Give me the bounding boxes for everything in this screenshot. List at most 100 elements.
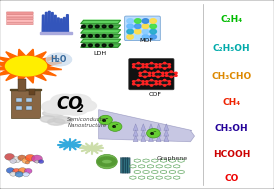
Circle shape [164, 62, 166, 64]
Circle shape [12, 157, 21, 163]
Circle shape [82, 44, 85, 47]
Circle shape [23, 172, 29, 177]
Ellipse shape [62, 94, 91, 108]
Text: CH₃CHO: CH₃CHO [212, 72, 252, 81]
Text: CH₄: CH₄ [222, 98, 241, 107]
Circle shape [13, 168, 20, 174]
Circle shape [152, 75, 155, 76]
Circle shape [168, 81, 170, 82]
Circle shape [99, 115, 112, 125]
Circle shape [5, 153, 15, 160]
Text: Graphene: Graphene [157, 156, 188, 161]
Circle shape [147, 129, 160, 138]
Circle shape [113, 160, 116, 163]
Circle shape [102, 35, 106, 37]
Circle shape [175, 75, 177, 76]
Circle shape [109, 35, 113, 37]
Polygon shape [147, 63, 156, 68]
Circle shape [127, 29, 133, 34]
Circle shape [18, 168, 27, 173]
Circle shape [22, 158, 30, 163]
Polygon shape [26, 75, 34, 83]
Polygon shape [149, 129, 153, 136]
Text: e⁻: e⁻ [102, 118, 109, 122]
FancyBboxPatch shape [26, 98, 32, 102]
Polygon shape [134, 63, 143, 68]
Polygon shape [141, 124, 146, 130]
Circle shape [150, 62, 153, 64]
Circle shape [159, 81, 161, 82]
Circle shape [32, 155, 42, 163]
Polygon shape [10, 89, 41, 90]
Circle shape [10, 172, 16, 176]
Circle shape [165, 72, 168, 74]
Circle shape [127, 24, 133, 29]
Circle shape [135, 35, 141, 39]
Polygon shape [6, 73, 18, 81]
Circle shape [96, 154, 117, 169]
Circle shape [144, 71, 146, 72]
Polygon shape [41, 57, 56, 62]
Circle shape [109, 157, 113, 160]
Circle shape [142, 81, 144, 82]
Polygon shape [156, 129, 161, 136]
Circle shape [35, 160, 39, 163]
Circle shape [137, 79, 139, 81]
Circle shape [149, 72, 151, 74]
Circle shape [104, 164, 107, 167]
Text: e⁻: e⁻ [150, 131, 157, 136]
Circle shape [133, 64, 135, 65]
Circle shape [159, 83, 161, 85]
Polygon shape [133, 129, 138, 136]
Circle shape [106, 164, 110, 167]
Circle shape [142, 83, 144, 85]
Circle shape [95, 44, 99, 47]
Polygon shape [63, 18, 65, 32]
Circle shape [146, 66, 148, 68]
Circle shape [135, 19, 141, 23]
Circle shape [98, 159, 102, 162]
Circle shape [142, 24, 149, 29]
Circle shape [150, 79, 153, 81]
FancyBboxPatch shape [122, 158, 126, 173]
Circle shape [111, 163, 115, 165]
Circle shape [155, 64, 157, 65]
Circle shape [98, 162, 102, 164]
Text: LDH: LDH [93, 51, 107, 56]
Polygon shape [167, 72, 176, 77]
Text: MOF: MOF [139, 38, 154, 43]
FancyBboxPatch shape [120, 158, 124, 173]
Circle shape [164, 85, 166, 86]
Polygon shape [0, 66, 7, 70]
Ellipse shape [46, 53, 72, 66]
FancyBboxPatch shape [129, 59, 174, 90]
Circle shape [152, 72, 155, 74]
Text: CO: CO [57, 95, 83, 113]
Circle shape [99, 158, 103, 161]
Circle shape [168, 83, 170, 85]
Polygon shape [54, 15, 56, 32]
Circle shape [155, 81, 157, 82]
Circle shape [170, 76, 172, 78]
Polygon shape [66, 15, 68, 32]
Polygon shape [141, 135, 146, 142]
Polygon shape [48, 11, 50, 32]
Circle shape [25, 154, 35, 161]
Circle shape [164, 68, 166, 69]
FancyBboxPatch shape [7, 12, 33, 14]
Circle shape [97, 160, 101, 163]
Circle shape [102, 25, 106, 28]
Circle shape [162, 75, 164, 76]
Polygon shape [18, 49, 26, 57]
Circle shape [133, 66, 135, 68]
FancyBboxPatch shape [127, 158, 130, 173]
Circle shape [137, 62, 139, 64]
Polygon shape [81, 39, 121, 43]
FancyBboxPatch shape [18, 79, 26, 91]
Polygon shape [40, 32, 72, 34]
Circle shape [150, 85, 153, 86]
Ellipse shape [5, 56, 47, 76]
Circle shape [149, 75, 151, 76]
Polygon shape [41, 70, 56, 76]
Circle shape [99, 163, 103, 165]
